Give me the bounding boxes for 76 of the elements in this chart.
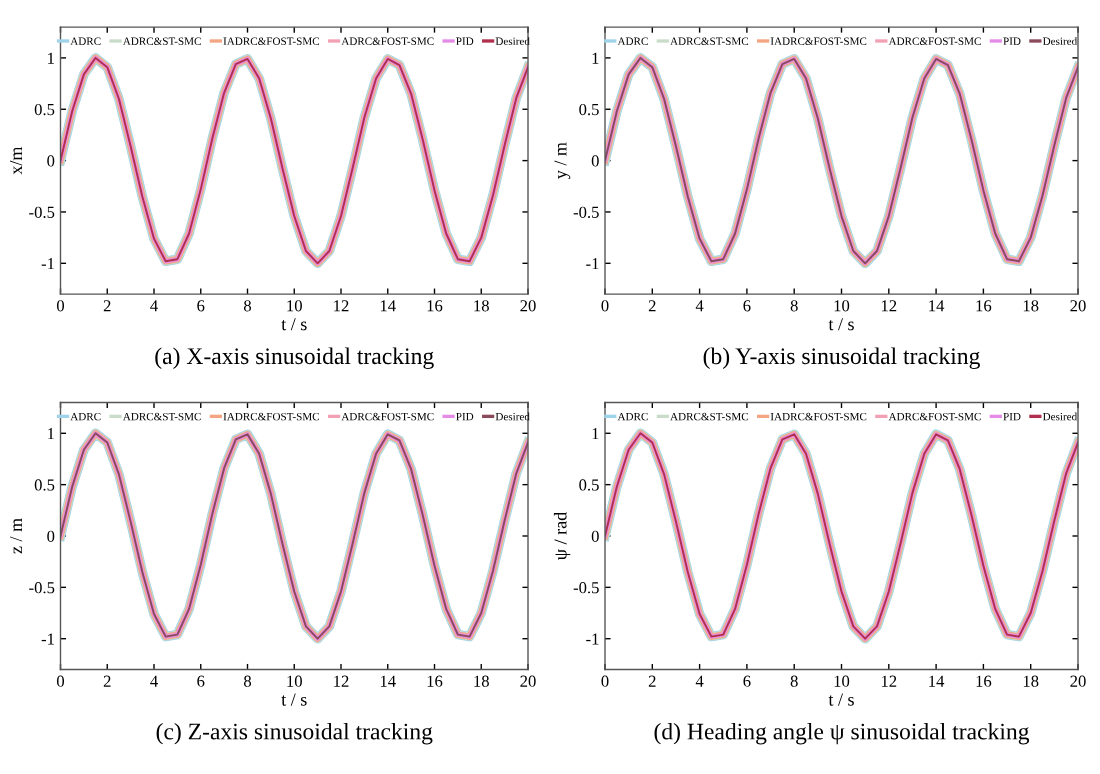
x-tick-label: 6 bbox=[743, 300, 751, 312]
x-tick-label: 2 bbox=[103, 300, 111, 312]
x-tick-label: 2 bbox=[648, 675, 656, 687]
x-tick-label: 20 bbox=[520, 300, 536, 312]
x-tick-label: 6 bbox=[197, 675, 205, 687]
x-tick-label: 2 bbox=[648, 300, 656, 312]
x-tick-label: 16 bbox=[976, 300, 992, 312]
text: (b) Y-axis sinusoidal tracking bbox=[703, 347, 980, 369]
x-tick-label: 8 bbox=[790, 675, 798, 687]
x-tick-label: 18 bbox=[474, 675, 489, 687]
x-tick-label: 14 bbox=[929, 675, 945, 687]
text: (a) X-axis sinusoidal tracking bbox=[155, 347, 434, 369]
x-tick-label: 0 bbox=[601, 675, 609, 687]
y-tick-label: -0.5 bbox=[29, 582, 55, 594]
y-tick-label: 0.5 bbox=[34, 479, 55, 491]
y-tick-label: -0.5 bbox=[573, 582, 599, 594]
x-tick-label: 10 bbox=[834, 300, 850, 312]
x-tick-label: 10 bbox=[287, 300, 302, 312]
y-tick-label: -0.5 bbox=[29, 206, 55, 218]
x-tick-label: 12 bbox=[881, 300, 897, 312]
x-tick-label: 4 bbox=[150, 300, 158, 312]
x-axis-title: t / s bbox=[281, 693, 307, 706]
y-axis-title: z / m bbox=[10, 518, 23, 554]
x-tick-label: 6 bbox=[197, 300, 205, 312]
x-tick-label: 0 bbox=[56, 300, 65, 312]
y-tick-label: -1 bbox=[41, 633, 54, 645]
x-tick-label: 0 bbox=[601, 300, 609, 312]
x-tick-label: 4 bbox=[150, 675, 158, 687]
y-tick-label: 0.5 bbox=[579, 479, 599, 491]
x-tick-label: 20 bbox=[1070, 300, 1086, 312]
text: (d) Heading angle ψ sinusoidal tracking bbox=[654, 722, 1030, 745]
x-tick-label: 12 bbox=[881, 675, 897, 687]
x-tick-label: 12 bbox=[334, 300, 349, 312]
x-axis-title: t / s bbox=[828, 318, 854, 331]
x-tick-label: 16 bbox=[976, 675, 992, 687]
x-tick-label: 4 bbox=[695, 675, 704, 687]
x-tick-label: 10 bbox=[834, 675, 850, 687]
y-tick-label: 0 bbox=[591, 155, 599, 167]
x-tick-label: 16 bbox=[427, 675, 443, 687]
y-axis-title: ψ / rad bbox=[553, 512, 571, 560]
y-tick-label: -1 bbox=[586, 633, 599, 645]
x-tick-label: 10 bbox=[287, 675, 302, 687]
x-axis-title: t / s bbox=[281, 318, 307, 331]
x-tick-label: 8 bbox=[243, 675, 252, 687]
y-tick-label: 1 bbox=[48, 428, 54, 440]
y-tick-label: 0.5 bbox=[34, 103, 55, 116]
y-axis-title: y / m bbox=[554, 142, 571, 179]
y-tick-label: 0 bbox=[47, 155, 55, 167]
x-tick-label: 14 bbox=[380, 675, 396, 687]
x-tick-label: 18 bbox=[1023, 675, 1039, 687]
y-tick-label: 1 bbox=[592, 52, 599, 64]
x-tick-label: 4 bbox=[695, 300, 704, 312]
x-tick-label: 8 bbox=[243, 300, 252, 312]
y-tick-label: -1 bbox=[41, 258, 54, 270]
x-tick-label: 8 bbox=[790, 300, 798, 312]
x-tick-label: 14 bbox=[929, 300, 945, 312]
y-tick-label: -0.5 bbox=[573, 206, 599, 218]
y-tick-label: 0.5 bbox=[579, 103, 599, 116]
x-tick-label: 12 bbox=[334, 675, 349, 687]
x-tick-label: 6 bbox=[743, 675, 751, 687]
y-tick-label: 0 bbox=[47, 530, 55, 542]
y-tick-label: 0 bbox=[591, 530, 599, 542]
x-tick-label: 18 bbox=[1023, 300, 1039, 312]
x-tick-label: 20 bbox=[1070, 675, 1086, 687]
x-tick-label: 2 bbox=[103, 675, 111, 687]
text: (c) Z-axis sinusoidal tracking bbox=[156, 722, 433, 745]
x-tick-label: 20 bbox=[520, 675, 536, 687]
x-axis-title: t / s bbox=[828, 693, 854, 706]
y-tick-label: 1 bbox=[592, 428, 599, 440]
y-tick-label: 1 bbox=[48, 52, 54, 64]
x-tick-label: 16 bbox=[427, 300, 443, 312]
x-tick-label: 0 bbox=[56, 675, 65, 687]
y-axis-title: x/m bbox=[10, 146, 23, 175]
x-tick-label: 14 bbox=[380, 300, 396, 312]
y-tick-label: -1 bbox=[586, 258, 599, 270]
x-tick-label: 18 bbox=[474, 300, 489, 312]
